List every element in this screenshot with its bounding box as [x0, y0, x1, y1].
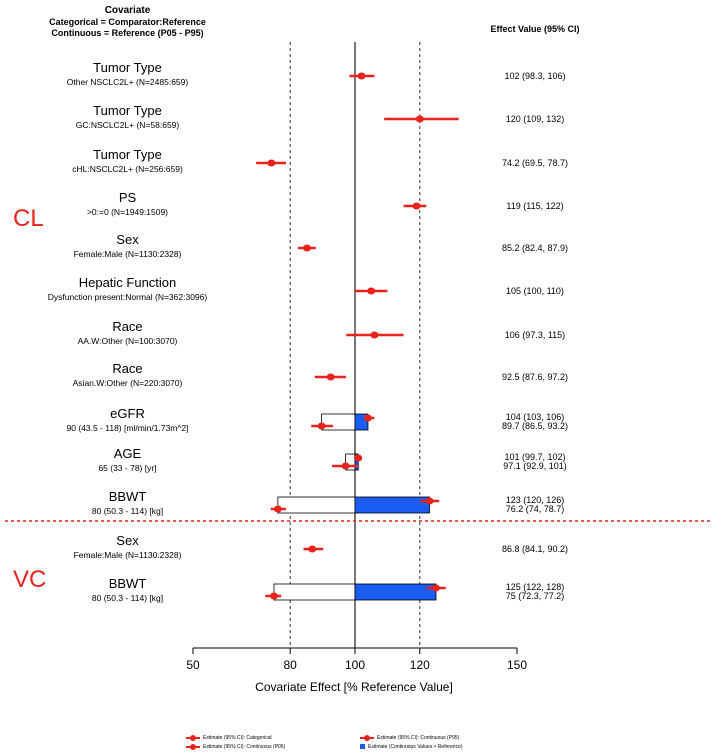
row-6-covariate-label: Race	[112, 319, 143, 334]
row-1-covariate-label: Tumor Type	[93, 103, 162, 118]
row-10-covariate-detail: 80 (50.3 - 114) [kg]	[91, 506, 164, 516]
row-9-bar-above-ref	[354, 453, 359, 471]
row-0-covariate-label: Tumor Type	[93, 60, 162, 75]
row-4-estimate	[303, 244, 312, 252]
legend-dot-p05	[190, 743, 196, 750]
row-12-covariate-label: BBWT	[108, 576, 147, 591]
legend-item-p95: Estimate (95% CI): Continuous (P95)	[360, 734, 460, 741]
row-9-covariate-label: AGE	[113, 446, 142, 461]
row-3-covariate-label: PS	[118, 190, 137, 205]
row-9-covariate-detail: 65 (33 - 78) [yr]	[98, 463, 157, 473]
x-tick-label-120: 120	[409, 658, 430, 672]
row-10-p95-estimate	[425, 497, 434, 505]
row-8-effect-value-p95: 104 (103, 106)	[505, 412, 565, 422]
row-7-estimate	[326, 373, 335, 381]
legend-label-cat: Estimate (95% CI): Categorical	[203, 735, 272, 741]
row-10-bar-above-ref	[354, 496, 430, 514]
row-9-p05-estimate	[341, 462, 350, 470]
row-9-effect-value-p05: 97.1 (92.9, 101)	[503, 461, 567, 471]
legend-label-p05: Estimate (95% CI): Continuous (P05)	[203, 744, 286, 750]
row-6-estimate	[370, 331, 379, 339]
row-7-covariate-label: Race	[112, 361, 143, 376]
row-11-estimate	[308, 545, 317, 553]
row-12-covariate-detail: 80 (50.3 - 114) [kg]	[91, 593, 164, 603]
legend-item-p05: Estimate (95% CI): Continuous (P05)	[186, 743, 286, 750]
row-4-effect-value: 85.2 (82.4, 87.9)	[501, 243, 569, 253]
row-12-bar-below-ref	[273, 583, 356, 601]
row-10-covariate-label: BBWT	[108, 489, 147, 504]
legend-symbol-bar	[360, 744, 365, 750]
effect-value-header: Effect Value (95% CI)	[490, 24, 580, 34]
row-4-covariate-detail: Female:Male (N=1130:2328)	[73, 249, 182, 259]
row-5-effect-value: 105 (100, 110)	[506, 286, 564, 296]
row-0-covariate-detail: Other NSCLC2L+ (N=2485:659)	[66, 77, 189, 87]
row-12-effect-value-p95: 125 (122, 128)	[505, 582, 565, 592]
row-8-effect-value-p05: 89.7 (86.5, 93.2)	[501, 421, 569, 431]
row-3-estimate	[412, 202, 421, 210]
row-9-p95-estimate	[354, 454, 363, 462]
row-6-covariate-detail: AA.W:Other (N=100:3070)	[77, 336, 178, 346]
row-6-effect-value: 106 (97.3, 115)	[504, 330, 566, 340]
row-12-effect-value-p05: 75 (72.3, 77.2)	[505, 591, 565, 601]
x-tick-label-150: 150	[506, 658, 528, 672]
legend-item-bar: Estimate (Continuous Values > Reference)	[360, 744, 463, 750]
row-2-estimate	[267, 159, 276, 167]
x-tick-label-50: 50	[186, 658, 200, 672]
row-10-bar-below-ref	[277, 496, 356, 514]
row-10-p05-estimate	[273, 505, 282, 513]
row-12-p05-estimate	[270, 592, 278, 600]
row-12-bar-above-ref	[354, 583, 437, 601]
row-8-covariate-detail: 90 (43.5 - 118) [ml/min/1.73m^2]	[66, 423, 189, 433]
row-12-p95-estimate	[432, 584, 440, 592]
row-11-effect-value: 86.8 (84.1, 90.2)	[501, 544, 569, 554]
row-3-effect-value: 119 (115, 122)	[506, 201, 564, 211]
row-9-effect-value-p95: 101 (99.7, 102)	[504, 452, 566, 462]
row-11-covariate-label: Sex	[116, 533, 139, 548]
legend-item-cat: Estimate (95% CI): Categorical	[186, 734, 272, 741]
row-8-p95-estimate	[363, 414, 372, 422]
x-tick-label-80: 80	[283, 658, 297, 672]
row-5-covariate-label: Hepatic Function	[78, 275, 177, 290]
row-10-effect-value-p95: 123 (120, 126)	[505, 495, 565, 505]
row-10-effect-value-p05: 76.2 (74, 78.7)	[505, 504, 565, 514]
row-8-bar-below-ref	[321, 413, 356, 431]
covariate-subheader-2: Continuous = Reference (P05 - P95)	[51, 28, 204, 38]
legend-dot-p95	[364, 734, 370, 741]
legend-dot-cat	[190, 734, 196, 741]
legend-label-p95: Estimate (95% CI): Continuous (P95)	[377, 735, 460, 741]
row-11-covariate-detail: Female:Male (N=1130:2328)	[73, 550, 182, 560]
x-axis-label: Covariate Effect [% Reference Value]	[255, 680, 453, 694]
row-1-covariate-detail: GC:NSCLC2L+ (N=58:659)	[75, 120, 180, 130]
row-3-covariate-detail: >0:=0 (N=1949:1509)	[86, 207, 169, 217]
row-5-estimate	[367, 287, 376, 295]
section-label-cl: CL	[13, 205, 44, 232]
legend-symbol-p95	[360, 734, 374, 741]
row-5-covariate-detail: Dysfunction present:Normal (N=362:3096)	[47, 292, 208, 302]
row-7-covariate-detail: Asian.W:Other (N=220:3070)	[72, 378, 183, 388]
row-8-p05-estimate	[317, 422, 326, 430]
legend-symbol-p05	[186, 743, 200, 750]
row-4-covariate-label: Sex	[116, 232, 139, 247]
row-0-estimate	[357, 72, 366, 80]
legend-symbol-cat	[186, 734, 200, 741]
x-tick-label-100: 100	[344, 658, 366, 672]
row-2-covariate-label: Tumor Type	[93, 147, 162, 162]
row-7-effect-value: 92.5 (87.6, 97.2)	[501, 372, 569, 382]
row-8-covariate-label: eGFR	[110, 406, 145, 421]
row-1-estimate	[415, 115, 424, 123]
row-2-covariate-detail: cHL:NSCLC2L+ (N=256:659)	[72, 164, 183, 174]
section-label-vc: VC	[13, 566, 47, 593]
covariate-subheader-1: Categorical = Comparator:Reference	[49, 17, 206, 27]
legend-label-bar: Estimate (Continuous Values > Reference)	[368, 744, 463, 750]
covariate-header: Covariate	[104, 5, 151, 16]
row-1-effect-value: 120 (109, 132)	[505, 114, 565, 124]
row-2-effect-value: 74.2 (69.5, 78.7)	[501, 158, 569, 168]
row-0-effect-value: 102 (98.3, 106)	[504, 71, 566, 81]
